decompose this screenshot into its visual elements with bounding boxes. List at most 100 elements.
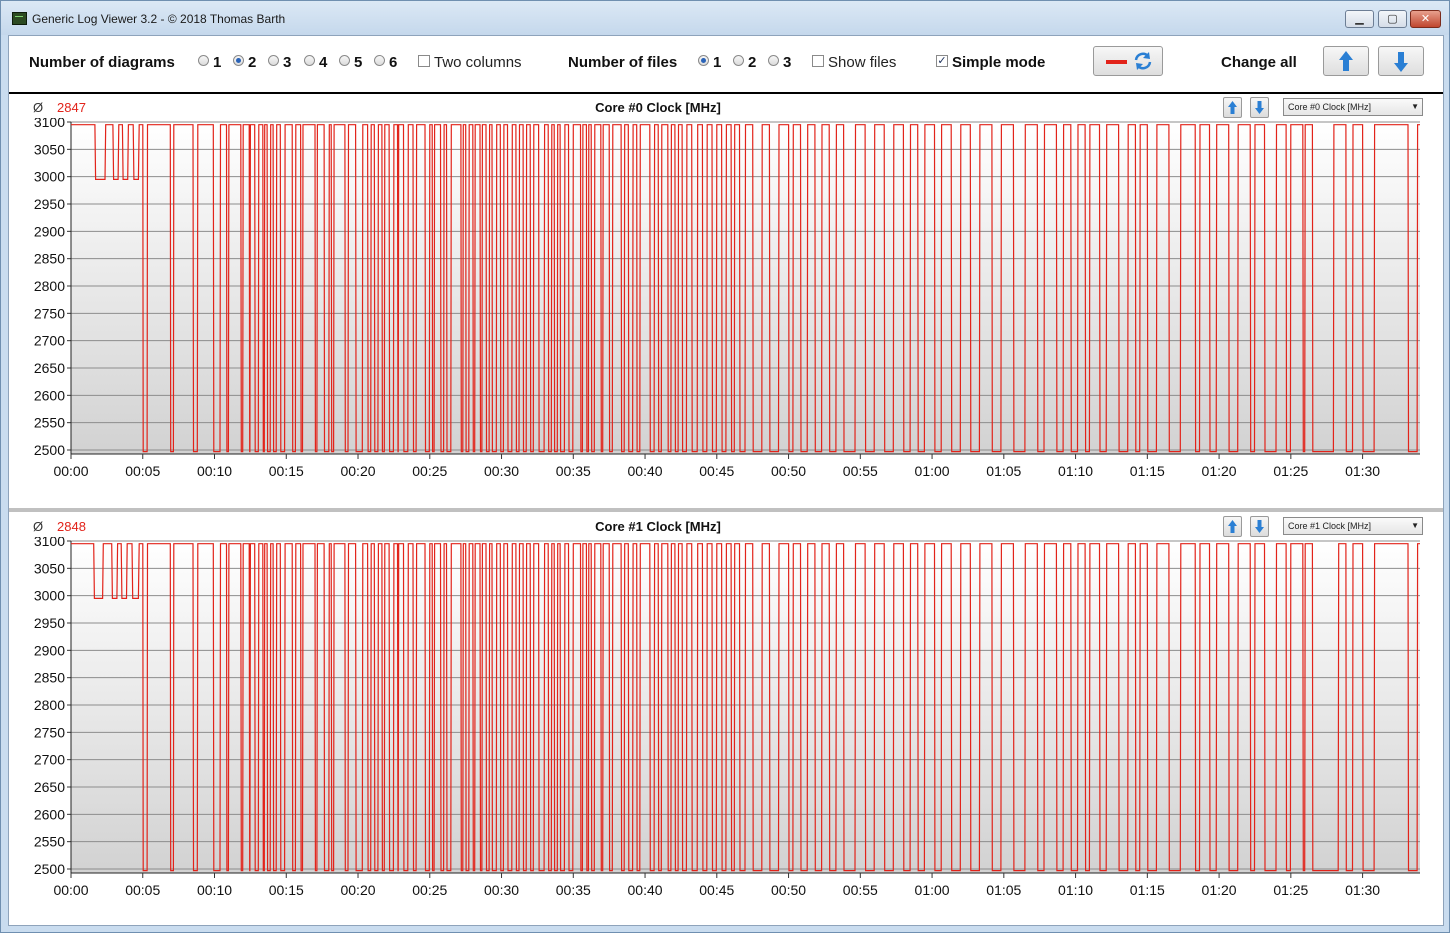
- x-tick-label: 01:00: [915, 882, 950, 898]
- y-tick-label: 2700: [34, 752, 65, 768]
- diagrams-radio-1[interactable]: [198, 55, 209, 66]
- change-all-label: Change all: [1221, 54, 1297, 71]
- diagrams-radio-label-6[interactable]: 6: [389, 54, 398, 71]
- sensor-select[interactable]: Core #1 Clock [MHz] ▼: [1283, 517, 1423, 535]
- client-area: Number of diagrams 1 2 3 4 5 6 Two colum…: [8, 35, 1444, 926]
- simple-mode-checkbox[interactable]: ✓: [936, 55, 948, 67]
- x-tick-label: 00:45: [699, 882, 734, 898]
- chart-title: Core #0 Clock [MHz]: [595, 100, 721, 115]
- diagrams-radio-label-5[interactable]: 5: [354, 54, 363, 71]
- panel-move-up-button[interactable]: [1223, 97, 1242, 118]
- average-symbol: Ø: [33, 519, 44, 534]
- x-tick-label: 00:15: [269, 463, 304, 479]
- show-files-checkbox[interactable]: [812, 55, 824, 67]
- y-tick-label: 3100: [34, 537, 65, 549]
- x-tick-label: 00:55: [843, 463, 878, 479]
- x-tick-label: 00:00: [53, 463, 88, 479]
- maximize-button[interactable]: ▢: [1378, 10, 1407, 28]
- x-tick-label: 00:00: [53, 882, 88, 898]
- x-tick-label: 01:30: [1345, 463, 1380, 479]
- panel-header: Ø 2847 Core #0 Clock [MHz] Core #0 Clock…: [9, 94, 1443, 120]
- move-up-all-button[interactable]: [1323, 46, 1369, 76]
- series-line-clock: [71, 543, 1420, 872]
- y-tick-label: 2600: [34, 387, 65, 403]
- x-tick-label: 00:20: [340, 882, 375, 898]
- title-bar[interactable]: Generic Log Viewer 3.2 - © 2018 Thomas B…: [1, 1, 1449, 35]
- x-tick-label: 01:10: [1058, 882, 1093, 898]
- line-style-refresh-button[interactable]: [1093, 46, 1163, 76]
- y-tick-label: 2650: [34, 360, 65, 376]
- files-radio-2[interactable]: [733, 55, 744, 66]
- files-radio-label-2[interactable]: 2: [748, 54, 757, 71]
- x-tick-label: 01:25: [1273, 882, 1308, 898]
- diagrams-radio-label-3[interactable]: 3: [283, 54, 292, 71]
- y-tick-label: 2800: [34, 697, 65, 713]
- panel-move-up-button[interactable]: [1223, 516, 1242, 537]
- y-tick-label: 3000: [34, 169, 65, 185]
- diagrams-radio-4[interactable]: [304, 55, 315, 66]
- x-tick-label: 01:15: [1130, 463, 1165, 479]
- close-button[interactable]: ✕: [1410, 10, 1441, 28]
- show-files-label[interactable]: Show files: [828, 54, 897, 71]
- y-tick-label: 3100: [34, 118, 65, 130]
- diagrams-radio-6[interactable]: [374, 55, 385, 66]
- x-tick-label: 00:20: [340, 463, 375, 479]
- series-line-clock: [71, 124, 1420, 453]
- files-label: Number of files: [568, 54, 678, 71]
- files-radio-label-1[interactable]: 1: [713, 54, 722, 71]
- y-tick-label: 2900: [34, 642, 65, 658]
- y-tick-label: 2650: [34, 779, 65, 795]
- diagrams-radio-2[interactable]: [233, 55, 244, 66]
- x-tick-label: 00:30: [484, 882, 519, 898]
- x-tick-label: 00:15: [269, 882, 304, 898]
- panel-move-down-button[interactable]: [1250, 97, 1269, 118]
- y-tick-label: 2850: [34, 251, 65, 267]
- x-tick-label: 01:20: [1202, 882, 1237, 898]
- maximize-icon: ▢: [1387, 13, 1398, 25]
- x-tick-label: 00:55: [843, 882, 878, 898]
- x-tick-label: 01:30: [1345, 882, 1380, 898]
- diagram-panel-2: Ø 2848 Core #1 Clock [MHz] Core #1 Clock…: [9, 513, 1443, 923]
- diagrams-radio-label-2[interactable]: 2: [248, 54, 257, 71]
- move-down-all-button[interactable]: [1378, 46, 1424, 76]
- diagrams-radio-label-1[interactable]: 1: [213, 54, 222, 71]
- minimize-button[interactable]: ▁: [1345, 10, 1374, 28]
- y-tick-label: 2500: [34, 861, 65, 877]
- diagrams-radio-3[interactable]: [268, 55, 279, 66]
- chart-title: Core #1 Clock [MHz]: [595, 519, 721, 534]
- arrow-down-icon: [1394, 52, 1408, 72]
- arrow-down-icon: [1255, 520, 1264, 533]
- y-tick-label: 3050: [34, 560, 65, 576]
- arrow-down-icon: [1255, 101, 1264, 114]
- files-radio-3[interactable]: [768, 55, 779, 66]
- panel-divider[interactable]: [9, 508, 1443, 512]
- y-tick-label: 2750: [34, 724, 65, 740]
- panel-move-down-button[interactable]: [1250, 516, 1269, 537]
- diagrams-label: Number of diagrams: [29, 54, 175, 71]
- two-columns-checkbox[interactable]: [418, 55, 430, 67]
- x-tick-label: 01:15: [1130, 882, 1165, 898]
- sensor-select[interactable]: Core #0 Clock [MHz] ▼: [1283, 98, 1423, 116]
- y-tick-label: 2500: [34, 442, 65, 458]
- files-radio-1[interactable]: [698, 55, 709, 66]
- app-icon: [12, 12, 27, 25]
- diagrams-radio-label-4[interactable]: 4: [319, 54, 328, 71]
- chevron-down-icon: ▼: [1411, 102, 1419, 111]
- x-tick-label: 01:05: [986, 882, 1021, 898]
- x-tick-label: 01:10: [1058, 463, 1093, 479]
- diagrams-radio-5[interactable]: [339, 55, 350, 66]
- average-symbol: Ø: [33, 100, 44, 115]
- x-tick-label: 00:05: [125, 882, 160, 898]
- refresh-icon: [1134, 52, 1152, 70]
- y-tick-label: 2950: [34, 615, 65, 631]
- x-tick-label: 00:25: [412, 463, 447, 479]
- two-columns-label[interactable]: Two columns: [434, 54, 522, 71]
- simple-mode-label[interactable]: Simple mode: [952, 54, 1046, 71]
- files-radio-label-3[interactable]: 3: [783, 54, 792, 71]
- arrow-up-icon: [1228, 101, 1237, 114]
- chart-plot: 3100 3050 3000 2950 2900 2850 2800 2750 2700 2650…: [34, 537, 1420, 898]
- y-tick-label: 2700: [34, 333, 65, 349]
- chevron-down-icon: ▼: [1411, 521, 1419, 530]
- panel-header: Ø 2848 Core #1 Clock [MHz] Core #1 Clock…: [9, 513, 1443, 539]
